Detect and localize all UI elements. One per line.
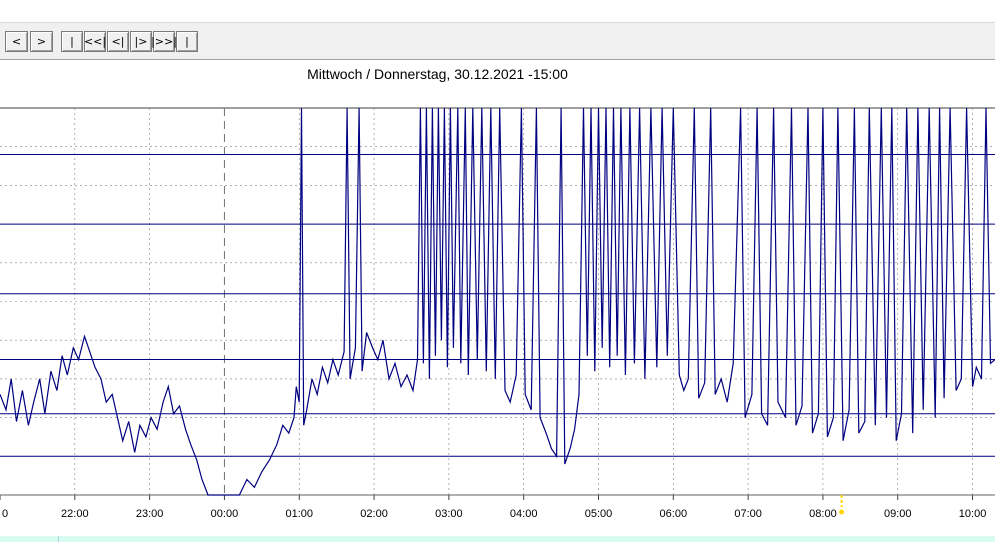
x-tick-label: 09:00 xyxy=(884,508,912,520)
current-time-dot xyxy=(839,509,845,515)
chart-title: Mittwoch / Donnerstag, 30.12.2021 -15:00 xyxy=(307,66,568,82)
top-strip xyxy=(0,0,995,22)
x-tick-label: 06:00 xyxy=(660,508,688,520)
bottom-bar-separator xyxy=(58,536,59,542)
x-tick-label: 00:00 xyxy=(211,508,239,520)
series-line xyxy=(0,107,995,496)
x-tick-label: 05:00 xyxy=(585,508,613,520)
navigation-toolbar: < > | <<| <| |> |>>| | xyxy=(0,22,995,60)
x-tick-label: 04:00 xyxy=(510,508,538,520)
x-tick-label: 10:00 xyxy=(959,508,987,520)
bottom-status-bar xyxy=(0,536,995,542)
last-button[interactable]: | xyxy=(176,31,198,52)
x-tick-label: 03:00 xyxy=(435,508,463,520)
x-tick-label: 01:00 xyxy=(285,508,313,520)
prev-button[interactable]: < xyxy=(5,31,28,52)
rewind-fast-button[interactable]: <<| xyxy=(84,31,106,52)
x-tick-label: 23:00 xyxy=(136,508,164,520)
x-tick-label: 22:00 xyxy=(61,508,89,520)
x-tick-label: 08:00 xyxy=(809,508,837,520)
x-tick-label: 02:00 xyxy=(360,508,388,520)
line-chart: 0 22:00 23:00 00:00 01:00 02:00 03:00 04:00 05:0… xyxy=(0,107,995,520)
x-tick-label: 07:00 xyxy=(734,508,762,520)
x-tick-label: 0 xyxy=(2,508,8,520)
step-back-button[interactable]: <| xyxy=(107,31,129,52)
forward-fast-button[interactable]: |>>| xyxy=(151,31,177,52)
next-button[interactable]: > xyxy=(30,31,53,52)
first-button[interactable]: | xyxy=(61,31,83,52)
step-forward-button[interactable]: |> xyxy=(130,31,152,52)
